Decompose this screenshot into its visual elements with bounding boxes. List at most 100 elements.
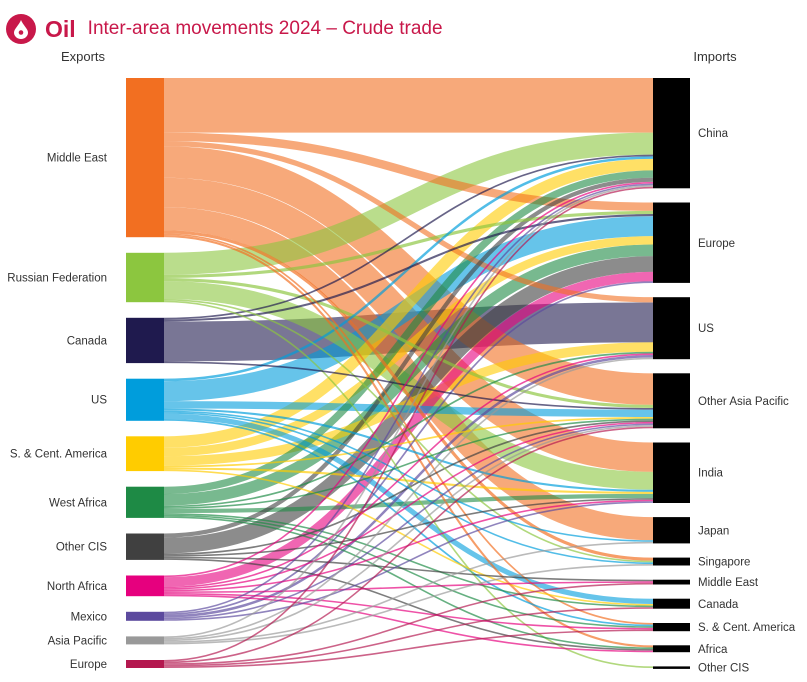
flow-europe-to-middle-east: [163, 582, 654, 665]
flow-russian-federation-to-other-cis: [163, 300, 654, 668]
import-label-singapore: Singapore: [698, 557, 750, 569]
export-label-europe: Europe: [70, 659, 107, 671]
import-node-s-cent-america: [653, 623, 690, 632]
export-label-mexico: Mexico: [71, 611, 107, 623]
flow-europe-to-s-cent-america: [163, 629, 654, 668]
export-label-north-africa: North Africa: [47, 581, 108, 593]
flow-middle-east-to-us: [163, 140, 654, 303]
export-label-canada: Canada: [67, 335, 108, 347]
import-label-africa: Africa: [698, 644, 728, 656]
export-node-mexico: [126, 611, 164, 621]
flow-s-cent-america-to-india: [163, 467, 654, 494]
export-node-russian-federation: [126, 252, 164, 303]
import-node-india: [653, 442, 690, 503]
flow-canada-to-europe: [163, 214, 654, 322]
flow-middle-east-to-africa: [163, 235, 654, 648]
flow-us-to-s-cent-america: [163, 419, 654, 627]
import-node-singapore: [653, 557, 690, 566]
node-labels: Middle East Russian Federation Canada US S. …: [7, 128, 795, 675]
flow-asia-pacific-to-singapore: [163, 564, 654, 645]
import-node-middle-east: [653, 579, 690, 585]
import-node-other-asia-pacific: [653, 373, 690, 429]
import-node-africa: [653, 645, 690, 653]
flow-other-cis-to-middle-east: [163, 556, 654, 582]
flow-north-africa-to-china: [163, 182, 654, 578]
flow-asia-pacific-to-us: [163, 357, 654, 640]
export-node-us: [126, 378, 164, 421]
export-node-west-africa: [126, 486, 164, 518]
flow-s-cent-america-to-other-asia-pacific: [163, 416, 654, 468]
import-label-other-cis: Other CIS: [698, 663, 749, 675]
flow-russian-federation-to-singapore: [163, 299, 654, 563]
export-node-canada: [126, 317, 164, 364]
import-label-s-cent-america: S. & Cent. America: [698, 622, 796, 634]
flow-europe-to-canada: [163, 607, 654, 667]
export-label-s-cent-america: S. & Cent. America: [10, 449, 108, 461]
export-label-west-africa: West Africa: [49, 497, 108, 509]
import-node-canada: [653, 598, 690, 609]
flow-asia-pacific-to-other-asia-pacific: [163, 425, 654, 642]
flow-us-to-japan: [163, 410, 654, 542]
export-label-other-cis: Other CIS: [56, 542, 107, 554]
flow-us-to-canada: [163, 413, 654, 605]
export-node-europe: [126, 660, 164, 668]
flow-europe-to-china: [163, 186, 654, 662]
export-label-us: US: [91, 395, 107, 407]
import-node-china: [653, 78, 690, 189]
flow-s-cent-america-to-canada: [163, 469, 654, 606]
flow-middle-east-to-singapore: [163, 230, 654, 561]
flow-mexico-to-china: [163, 183, 654, 614]
import-node-other-cis: [653, 666, 690, 669]
flow-west-africa-to-other-asia-pacific: [163, 418, 654, 509]
flow-north-africa-to-other-asia-pacific: [163, 421, 654, 590]
chart-title: Inter-area movements 2024 – Crude trade: [87, 18, 443, 39]
flow-russian-federation-to-other-asia-pacific: [163, 278, 654, 408]
flow-asia-pacific-to-china: [163, 185, 654, 638]
import-node-europe: [653, 202, 690, 283]
flow-europe-to-other-asia-pacific: [163, 426, 654, 664]
import-label-japan: Japan: [698, 525, 729, 537]
flow-north-africa-to-us: [163, 353, 654, 589]
nodes: [126, 78, 690, 669]
flow-russian-federation-to-europe: [163, 210, 654, 278]
flow-west-africa-to-canada: [163, 513, 654, 608]
export-node-asia-pacific: [126, 636, 164, 645]
export-node-middle-east: [126, 78, 164, 238]
import-node-japan: [653, 517, 690, 544]
import-label-canada: Canada: [698, 599, 739, 611]
oil-drop-icon: [6, 14, 36, 44]
flow-north-africa-to-s-cent-america: [163, 593, 654, 630]
flow-mexico-to-us: [163, 355, 654, 618]
flow-west-africa-to-india: [163, 493, 654, 514]
flow-mexico-to-other-asia-pacific: [163, 423, 654, 620]
export-label-russian-federation: Russian Federation: [7, 273, 107, 285]
flow-west-africa-to-s-cent-america: [163, 514, 654, 628]
flow-us-to-singapore: [163, 412, 654, 564]
export-node-other-cis: [126, 533, 164, 560]
flow-other-cis-to-india: [163, 498, 654, 557]
flow-links: [163, 77, 654, 668]
import-label-us: US: [698, 323, 714, 335]
imports-heading: Imports: [693, 49, 737, 64]
import-label-europe: Europe: [698, 238, 735, 250]
export-node-s-cent-america: [126, 436, 164, 472]
flow-canada-to-china: [163, 154, 654, 320]
import-label-india: India: [698, 468, 724, 480]
flow-us-to-other-asia-pacific: [163, 401, 654, 417]
flow-other-cis-to-china: [163, 177, 654, 538]
exports-heading: Exports: [61, 49, 106, 64]
flow-west-africa-to-africa: [163, 516, 654, 649]
import-label-middle-east: Middle East: [698, 577, 759, 589]
flow-us-to-india: [163, 408, 654, 492]
export-node-north-africa: [126, 575, 164, 597]
flow-s-cent-america-to-us: [163, 342, 654, 466]
import-label-china: China: [698, 128, 729, 140]
flow-canada-to-other-asia-pacific: [163, 361, 654, 410]
flow-middle-east-to-other-asia-pacific: [163, 146, 654, 405]
chart-header: Oil Inter-area movements 2024 – Crude tr…: [6, 12, 443, 46]
flow-west-africa-to-china: [163, 170, 654, 495]
export-label-asia-pacific: Asia Pacific: [48, 635, 108, 647]
flow-west-africa-to-europe: [163, 244, 654, 506]
flow-s-cent-america-to-europe: [163, 236, 654, 457]
